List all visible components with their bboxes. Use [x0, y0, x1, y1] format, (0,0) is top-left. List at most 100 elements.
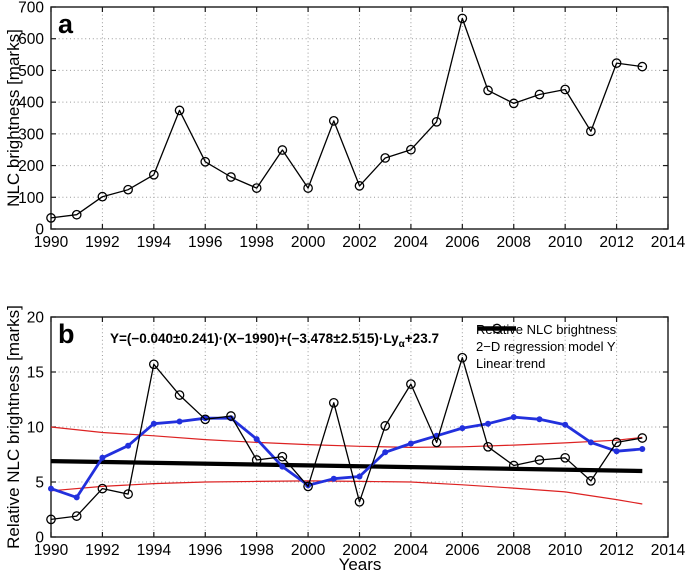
marker-relative-nlc-brightness	[71, 511, 82, 521]
marker-nlc-brightness	[97, 191, 108, 202]
marker-nlc-brightness	[303, 183, 313, 193]
x-tick-label: 2008	[497, 234, 531, 251]
marker-relative-nlc-brightness	[431, 437, 442, 448]
marker-2-d-regression-model-y	[125, 442, 132, 449]
x-tick-label: 2000	[291, 542, 326, 559]
y-tick-label: 20	[27, 310, 45, 327]
panel-a-letter: a	[58, 9, 74, 39]
x-tick-label: 2014	[651, 234, 685, 251]
x-tick-label: 2002	[342, 542, 376, 559]
series-linear-trend	[50, 459, 643, 474]
marker-nlc-brightness	[148, 169, 159, 180]
y-tick-label: 10	[27, 420, 45, 437]
x-tick-label: 1996	[188, 542, 222, 559]
marker-relative-nlc-brightness	[303, 481, 313, 492]
x-tick-label: 1994	[137, 234, 172, 251]
marker-nlc-brightness	[200, 156, 211, 167]
y-tick-label: 700	[18, 0, 44, 17]
series-nlc-brightness	[50, 17, 643, 219]
x-tick-label: 1990	[34, 542, 69, 559]
marker-relative-nlc-brightness	[123, 489, 133, 499]
marker-2-d-regression-model-y	[382, 449, 389, 456]
equation-subscript: α	[398, 339, 405, 350]
x-tick-label: 1992	[85, 542, 119, 559]
marker-relative-nlc-brightness	[328, 397, 339, 408]
x-tick-label: 1992	[85, 234, 119, 251]
marker-relative-nlc-brightness	[586, 476, 596, 486]
x-tick-label: 1996	[188, 234, 222, 251]
marker-relative-nlc-brightness	[611, 437, 622, 448]
marker-nlc-brightness	[534, 89, 545, 100]
marker-2-d-regression-model-y	[279, 463, 286, 470]
marker-nlc-brightness	[586, 126, 596, 137]
marker-nlc-brightness	[637, 61, 648, 72]
y-tick-label: 600	[18, 31, 44, 48]
series-2-d-regression-model-y	[50, 415, 643, 499]
y-tick-label: 200	[18, 158, 44, 175]
y-tick-label: 0	[35, 530, 44, 547]
marker-2-d-regression-model-y	[407, 440, 414, 447]
x-tick-label: 2006	[445, 542, 479, 559]
marker-relative-nlc-brightness	[226, 411, 236, 421]
marker-nlc-brightness	[328, 116, 339, 126]
marker-relative-nlc-brightness	[251, 455, 262, 465]
marker-nlc-brightness	[46, 213, 56, 223]
equation-main: Y=(−0.040±0.241)·(X−1990)+(−3.478±2.515)…	[110, 331, 399, 346]
x-tick-label: 2008	[497, 542, 531, 559]
y-tick-label: 500	[18, 63, 44, 80]
y-tick-label: 400	[18, 95, 44, 112]
marker-2-d-regression-model-y	[253, 436, 260, 443]
marker-2-d-regression-model-y	[176, 418, 183, 425]
legend-item-regression-model: 2−D regression model Y	[476, 327, 616, 355]
marker-relative-nlc-brightness	[637, 433, 648, 443]
x-tick-label: 2012	[599, 542, 633, 559]
marker-relative-nlc-brightness	[380, 421, 391, 431]
marker-nlc-brightness	[354, 181, 365, 191]
marker-nlc-brightness	[251, 183, 262, 193]
marker-relative-nlc-brightness	[457, 352, 468, 363]
marker-relative-nlc-brightness	[97, 483, 108, 494]
marker-2-d-regression-model-y	[330, 475, 337, 482]
marker-2-d-regression-model-y	[99, 454, 106, 461]
y-tick-label: 0	[35, 222, 44, 239]
marker-nlc-brightness	[457, 13, 468, 24]
marker-2-d-regression-model-y	[639, 446, 646, 452]
marker-2-d-regression-model-y	[485, 420, 492, 427]
y-tick-label: 15	[27, 365, 44, 382]
marker-relative-nlc-brightness	[46, 514, 56, 525]
legend-label: Linear trend	[476, 356, 546, 371]
regression-equation: Y=(−0.040±0.241)·(X−1990)+(−3.478±2.515)…	[110, 331, 439, 350]
x-tick-label: 1998	[239, 234, 273, 251]
marker-relative-nlc-brightness	[277, 451, 288, 462]
marker-2-d-regression-model-y	[48, 485, 54, 492]
legend-thick-line-sample	[478, 326, 516, 331]
legend-label: Relative NLC brightness	[476, 322, 617, 337]
x-tick-label: 2004	[394, 234, 429, 251]
marker-nlc-brightness	[277, 145, 288, 155]
marker-nlc-brightness	[560, 84, 571, 95]
x-tick-label: 1990	[34, 234, 69, 251]
series-relative-nlc-brightness	[50, 357, 643, 521]
panel-b-y-axis-label: Relative NLC brightness [marks]	[4, 305, 23, 549]
marker-nlc-brightness	[226, 172, 236, 182]
marker-relative-nlc-brightness	[174, 390, 185, 400]
equation-tail: +23.7	[404, 331, 439, 346]
marker-relative-nlc-brightness	[200, 414, 211, 425]
marker-relative-nlc-brightness	[406, 379, 416, 389]
x-tick-label: 1994	[137, 542, 172, 559]
panel-b-letter: b	[58, 319, 75, 349]
marker-2-d-regression-model-y	[459, 425, 466, 432]
marker-2-d-regression-model-y	[536, 416, 543, 423]
marker-nlc-brightness	[431, 116, 442, 127]
marker-nlc-brightness	[508, 98, 519, 109]
x-axis-label: Years	[338, 555, 382, 574]
marker-nlc-brightness	[174, 105, 185, 116]
marker-relative-nlc-brightness	[560, 452, 571, 463]
marker-2-d-regression-model-y	[587, 439, 594, 446]
series-upper-confidence-bound	[50, 426, 643, 448]
x-tick-label: 2004	[394, 542, 429, 559]
x-tick-label: 2010	[548, 234, 583, 251]
marker-nlc-brightness	[483, 85, 493, 96]
marker-nlc-brightness	[71, 209, 82, 220]
